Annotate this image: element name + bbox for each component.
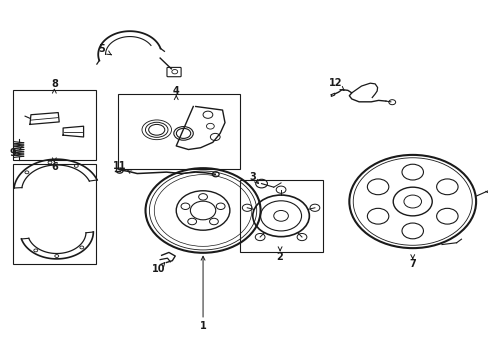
- Text: 10: 10: [152, 264, 165, 274]
- Bar: [13, 164, 96, 264]
- Text: 8: 8: [51, 79, 58, 89]
- Text: 1: 1: [199, 321, 206, 331]
- Bar: [239, 180, 322, 252]
- Text: 11: 11: [113, 161, 127, 171]
- Text: 2: 2: [276, 252, 283, 262]
- Text: 5: 5: [99, 44, 105, 54]
- Bar: [13, 90, 96, 160]
- Text: 3: 3: [249, 172, 256, 182]
- Text: 12: 12: [328, 78, 341, 88]
- Text: 9: 9: [10, 148, 17, 158]
- Text: 6: 6: [51, 162, 58, 172]
- Text: 4: 4: [172, 86, 179, 96]
- Text: 7: 7: [408, 259, 415, 269]
- Bar: [118, 94, 239, 169]
